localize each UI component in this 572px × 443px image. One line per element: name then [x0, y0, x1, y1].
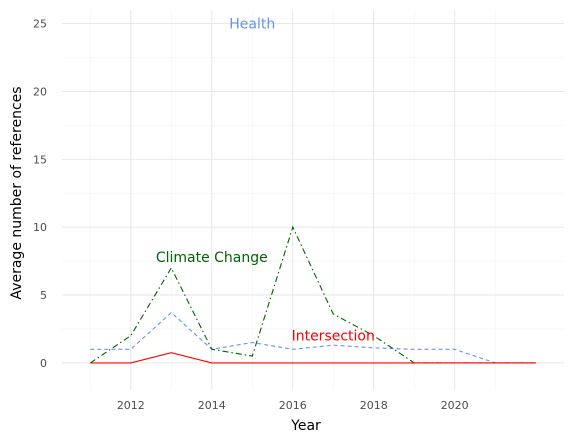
y-axis-title: Average number of references — [9, 86, 25, 299]
y-tick-label: 15 — [33, 153, 47, 166]
x-tick-label: 2018 — [360, 399, 388, 412]
y-tick-label: 10 — [33, 221, 47, 234]
x-tick-label: 2014 — [198, 399, 226, 412]
x-tick-label: 2012 — [117, 399, 145, 412]
y-tick-label: 0 — [40, 357, 47, 370]
annotation-health: Health — [229, 17, 275, 33]
y-axis-ticks: 0 5 10 15 20 25 — [33, 18, 47, 370]
x-tick-label: 2020 — [441, 399, 469, 412]
y-tick-label: 25 — [33, 18, 47, 31]
series-annotations: Health Climate Change Intersection — [156, 17, 375, 345]
x-axis-ticks: 2012 2014 2016 2018 2020 — [117, 399, 469, 412]
y-tick-label: 5 — [40, 289, 47, 302]
x-tick-label: 2016 — [279, 399, 307, 412]
annotation-climate-change: Climate Change — [156, 250, 268, 266]
y-tick-label: 20 — [33, 85, 47, 98]
annotation-intersection: Intersection — [292, 329, 375, 345]
x-axis-title: Year — [290, 418, 321, 434]
